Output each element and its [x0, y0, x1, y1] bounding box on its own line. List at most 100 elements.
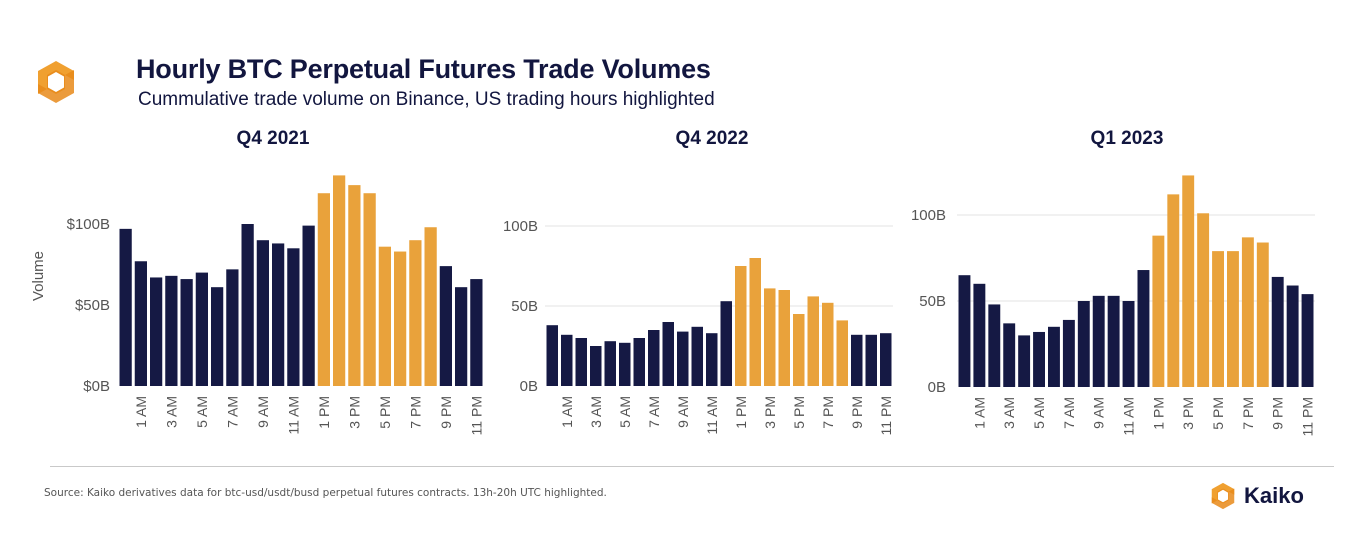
x-tick-label: 1 PM: [316, 396, 332, 429]
bar: [880, 333, 892, 386]
bar: [424, 227, 437, 386]
panel-title-q4-2022: Q4 2022: [675, 128, 749, 149]
x-tick-label: 11 AM: [1121, 397, 1137, 436]
bar: [302, 225, 315, 386]
y-tick-label: 50B: [511, 298, 538, 315]
y-tick-label: 50B: [919, 293, 946, 310]
bar: [1048, 326, 1060, 387]
x-tick-label: 3 AM: [1001, 397, 1017, 429]
bar: [455, 287, 468, 386]
bar: [150, 277, 163, 386]
footer-divider: [50, 466, 1334, 467]
x-tick-label: 5 PM: [791, 396, 807, 429]
bar: [619, 342, 631, 386]
x-tick-label: 7 PM: [820, 396, 836, 429]
bar: [590, 346, 602, 386]
x-tick-label: 9 PM: [438, 396, 454, 429]
x-tick-label: 3 AM: [163, 396, 179, 428]
x-tick-label: 7 PM: [1240, 397, 1256, 430]
bar: [958, 275, 971, 387]
bar: [1152, 235, 1165, 387]
x-tick-label: 7 AM: [1061, 397, 1077, 429]
x-tick-label: 1 AM: [971, 397, 987, 429]
x-tick-label: 5 PM: [377, 396, 393, 429]
bar: [764, 288, 776, 386]
bar: [677, 331, 689, 386]
bar: [1241, 237, 1254, 387]
bar: [287, 248, 300, 386]
charts-area: $0B $50B $100B 1 AM 3 AM 5 AM 7 AM 9 AM 11 AM 1 P…: [30, 175, 1316, 436]
x-tick-label: 11 PM: [468, 396, 484, 435]
bar: [1033, 331, 1045, 387]
bar: [691, 326, 703, 386]
bar: [973, 283, 986, 387]
x-tick-label: 11 AM: [704, 396, 720, 435]
bar: [363, 193, 376, 386]
bar: [575, 338, 587, 386]
bar: [470, 279, 483, 386]
bar: [749, 258, 761, 386]
bar: [134, 261, 147, 386]
x-tick-label: 1 AM: [133, 396, 149, 428]
bar: [1122, 301, 1135, 387]
kaiko-small-logo-icon: [1211, 482, 1235, 510]
bar: [662, 322, 674, 386]
bar: [1077, 301, 1090, 387]
x-tick-label: 9 PM: [849, 396, 865, 429]
bar: [778, 290, 790, 386]
x-tick-label: 11 AM: [285, 396, 301, 435]
bar: [865, 334, 877, 386]
x-tick-label: 5 PM: [1210, 397, 1226, 430]
bar: [546, 325, 558, 386]
bar: [1271, 276, 1284, 387]
bar: [720, 301, 732, 386]
x-tick-label: 3 PM: [1180, 397, 1196, 430]
bar: [272, 243, 285, 386]
x-tick-label: 11 PM: [878, 396, 894, 435]
x-tick-label: 7 PM: [407, 396, 423, 429]
bar: [195, 272, 208, 386]
bar: [165, 275, 178, 386]
bar: [256, 240, 269, 386]
x-tick-label: 1 PM: [733, 396, 749, 429]
y-tick-label: 100B: [911, 207, 946, 224]
panel-title-q4-2021: Q4 2021: [236, 128, 310, 149]
x-tick-label: 3 PM: [346, 396, 362, 429]
x-tick-label: 1 PM: [1150, 397, 1166, 430]
bar: [1286, 285, 1299, 387]
y-tick-label: $100B: [67, 216, 110, 233]
bar: [851, 334, 863, 386]
x-tick-label: 5 AM: [1031, 397, 1047, 429]
bar: [378, 246, 391, 386]
bar: [822, 302, 834, 386]
x-tick-label: 11 PM: [1300, 397, 1316, 436]
bar: [648, 330, 660, 386]
x-tick-label: 9 AM: [1091, 397, 1107, 429]
bar: [1212, 251, 1224, 387]
bar: [394, 251, 407, 386]
brand-name: Kaiko: [1244, 483, 1304, 508]
bar: [1018, 335, 1031, 387]
panel-title-q1-2023: Q1 2023: [1090, 128, 1164, 149]
bar: [1182, 175, 1195, 387]
bar: [735, 266, 747, 386]
bar: [241, 224, 254, 386]
bar: [1227, 251, 1239, 387]
chart-subtitle: Cummulative trade volume on Binance, US …: [138, 89, 715, 110]
y-tick-label: $50B: [75, 297, 110, 314]
x-tick-label: 7 AM: [646, 396, 662, 428]
bar: [226, 269, 239, 386]
bar: [1062, 319, 1075, 387]
y-tick-label: $0B: [83, 378, 110, 395]
bar: [119, 228, 132, 386]
chart-title: Hourly BTC Perpetual Futures Trade Volum…: [136, 54, 711, 84]
bar: [836, 320, 848, 386]
x-tick-label: 9 AM: [675, 396, 691, 428]
bar: [807, 296, 819, 386]
x-tick-label: 9 AM: [255, 396, 271, 428]
bar: [409, 240, 422, 386]
bar: [348, 185, 361, 386]
bar: [706, 333, 718, 386]
bar: [1167, 194, 1180, 387]
y-tick-label: 0B: [520, 378, 538, 395]
